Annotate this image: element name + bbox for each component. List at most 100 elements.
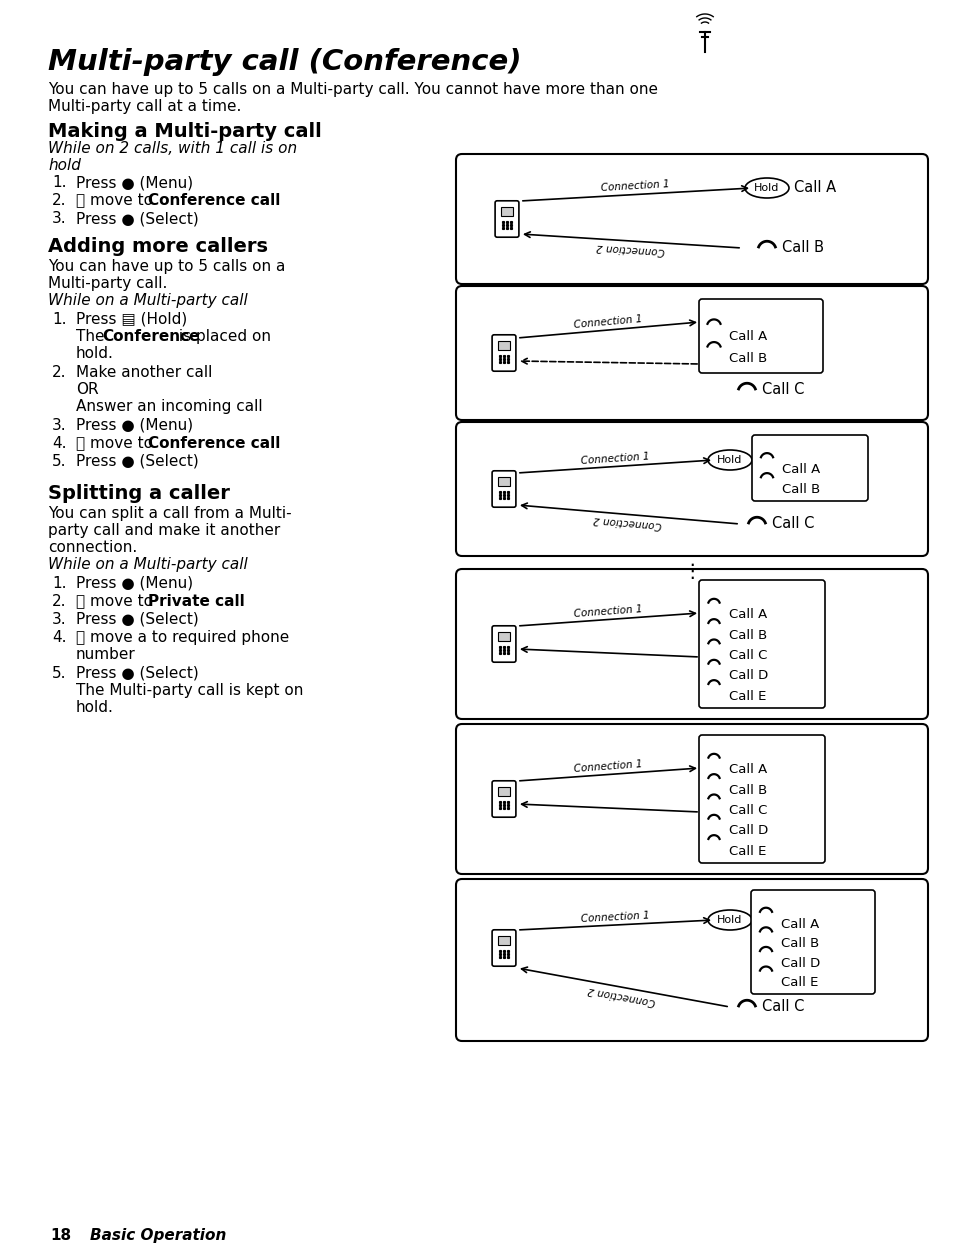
Text: Basic Operation: Basic Operation xyxy=(90,1228,226,1243)
Text: Connection 1: Connection 1 xyxy=(579,451,649,466)
Text: Call C: Call C xyxy=(771,515,814,532)
Text: Make another call: Make another call xyxy=(76,365,213,380)
Text: Multi-party call at a time.: Multi-party call at a time. xyxy=(48,100,241,115)
Text: 2.: 2. xyxy=(52,365,67,380)
Text: Call B: Call B xyxy=(781,937,819,950)
Text: Call C: Call C xyxy=(761,382,803,397)
FancyBboxPatch shape xyxy=(456,879,927,1041)
Text: Multi-party call (Conference): Multi-party call (Conference) xyxy=(48,49,521,76)
Text: 2.: 2. xyxy=(52,594,67,609)
Text: is placed on: is placed on xyxy=(173,329,271,344)
Text: Connection 1: Connection 1 xyxy=(573,314,642,330)
Text: The Multi-party call is kept on: The Multi-party call is kept on xyxy=(76,684,303,698)
Text: Making a Multi-party call: Making a Multi-party call xyxy=(48,122,321,141)
Text: ⌽ move to: ⌽ move to xyxy=(76,193,157,208)
Text: number: number xyxy=(76,647,135,662)
Text: Answer an incoming call: Answer an incoming call xyxy=(76,398,262,415)
Text: Conference call: Conference call xyxy=(148,193,280,208)
Text: While on a Multi-party call: While on a Multi-party call xyxy=(48,293,248,308)
Text: ⌽ move a to required phone: ⌽ move a to required phone xyxy=(76,630,289,645)
FancyBboxPatch shape xyxy=(699,735,824,863)
Ellipse shape xyxy=(707,449,751,471)
Ellipse shape xyxy=(707,910,751,930)
Text: You can split a call from a Multi-: You can split a call from a Multi- xyxy=(48,505,292,520)
FancyBboxPatch shape xyxy=(456,154,927,284)
FancyBboxPatch shape xyxy=(750,890,874,994)
FancyBboxPatch shape xyxy=(699,580,824,708)
Text: Hold: Hold xyxy=(717,915,741,925)
FancyBboxPatch shape xyxy=(495,200,518,238)
Text: Connection 1: Connection 1 xyxy=(579,910,649,924)
Text: Call A: Call A xyxy=(728,330,766,342)
Bar xyxy=(497,936,510,945)
Text: Call A: Call A xyxy=(793,181,835,195)
Text: You can have up to 5 calls on a Multi-party call. You cannot have more than one: You can have up to 5 calls on a Multi-pa… xyxy=(48,82,658,97)
Bar xyxy=(497,477,510,487)
Text: connection.: connection. xyxy=(48,540,137,555)
Text: Call A: Call A xyxy=(781,918,819,930)
Text: Call D: Call D xyxy=(728,670,767,682)
Text: Call A: Call A xyxy=(728,763,766,777)
Text: hold.: hold. xyxy=(76,346,113,361)
Text: OR: OR xyxy=(76,382,98,397)
Text: Call E: Call E xyxy=(781,976,818,990)
Text: Call C: Call C xyxy=(728,804,766,817)
Bar xyxy=(497,632,510,641)
Text: While on a Multi-party call: While on a Multi-party call xyxy=(48,557,248,571)
Text: 3.: 3. xyxy=(52,613,67,627)
Text: Press ▤ (Hold): Press ▤ (Hold) xyxy=(76,312,187,327)
Text: Call E: Call E xyxy=(728,690,765,702)
Text: Connection 2: Connection 2 xyxy=(593,514,662,530)
Text: Press ● (Menu): Press ● (Menu) xyxy=(76,576,193,591)
Text: Call B: Call B xyxy=(781,483,820,496)
Text: Connection 2: Connection 2 xyxy=(596,242,664,256)
FancyBboxPatch shape xyxy=(492,781,516,817)
FancyBboxPatch shape xyxy=(456,725,927,874)
Text: Press ● (Select): Press ● (Select) xyxy=(76,666,198,681)
Text: Connection 2: Connection 2 xyxy=(587,985,657,1006)
Text: 5.: 5. xyxy=(52,454,67,469)
Text: Call B: Call B xyxy=(781,240,823,255)
FancyBboxPatch shape xyxy=(492,626,516,662)
Bar xyxy=(500,208,513,217)
FancyBboxPatch shape xyxy=(699,299,822,374)
Text: 1.: 1. xyxy=(52,312,67,327)
FancyBboxPatch shape xyxy=(492,471,516,507)
Text: ⌽ move to: ⌽ move to xyxy=(76,594,157,609)
Text: 2.: 2. xyxy=(52,193,67,208)
Text: Call A: Call A xyxy=(728,609,766,621)
Text: ⌽ move to: ⌽ move to xyxy=(76,436,157,451)
Text: Call A: Call A xyxy=(781,463,820,476)
Text: Call E: Call E xyxy=(728,844,765,858)
Text: Call B: Call B xyxy=(728,783,766,797)
Text: You can have up to 5 calls on a: You can have up to 5 calls on a xyxy=(48,259,285,274)
Text: party call and make it another: party call and make it another xyxy=(48,523,280,538)
FancyBboxPatch shape xyxy=(751,435,867,500)
Text: Call B: Call B xyxy=(728,629,766,641)
Text: Press ● (Select): Press ● (Select) xyxy=(76,613,198,627)
Text: hold: hold xyxy=(48,158,81,173)
Text: The: The xyxy=(76,329,110,344)
Text: Connection 1: Connection 1 xyxy=(600,179,670,193)
Text: Conference: Conference xyxy=(102,329,199,344)
Text: Call D: Call D xyxy=(781,957,820,970)
Text: Conference call: Conference call xyxy=(148,436,280,451)
Text: Call D: Call D xyxy=(728,824,767,838)
Text: 1.: 1. xyxy=(52,176,67,190)
Text: Call C: Call C xyxy=(728,649,766,662)
Text: Press ● (Menu): Press ● (Menu) xyxy=(76,418,193,433)
Text: Call B: Call B xyxy=(728,352,766,365)
Text: 4.: 4. xyxy=(52,630,67,645)
Text: Splitting a caller: Splitting a caller xyxy=(48,484,230,503)
Text: hold.: hold. xyxy=(76,700,113,715)
Text: ⋮: ⋮ xyxy=(681,561,701,581)
Text: 4.: 4. xyxy=(52,436,67,451)
Text: Hold: Hold xyxy=(717,454,741,464)
Text: Adding more callers: Adding more callers xyxy=(48,237,268,256)
Text: While on 2 calls, with 1 call is on: While on 2 calls, with 1 call is on xyxy=(48,141,296,156)
FancyBboxPatch shape xyxy=(456,569,927,720)
Text: 3.: 3. xyxy=(52,418,67,433)
Text: Call C: Call C xyxy=(761,998,803,1013)
Ellipse shape xyxy=(744,178,788,198)
Text: 18: 18 xyxy=(50,1228,71,1243)
